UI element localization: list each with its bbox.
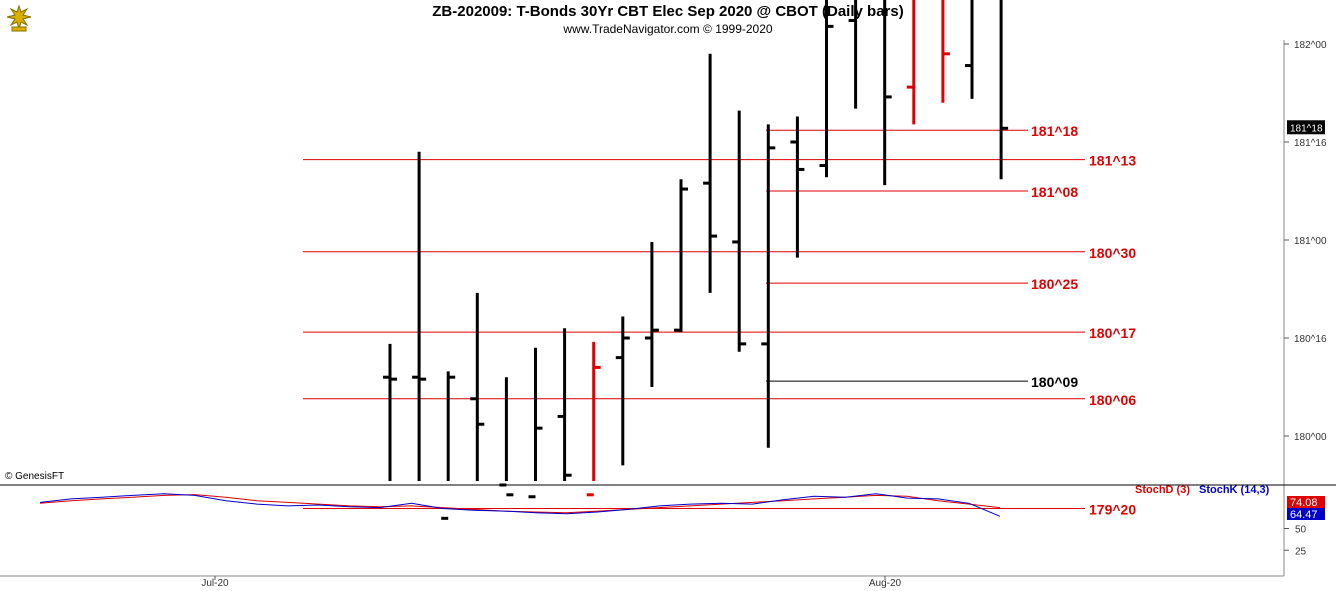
price-axis: 180^00180^16181^00181^16182^00182^16183^… [1284,40,1327,443]
price-tick-label: 180^16 [1294,334,1327,345]
level-label: 179^20 [1089,502,1136,518]
ohlc-bar [557,328,572,481]
price-levels: 183^31183^30183^21183^16183^16182^28181^… [303,123,1136,518]
stoch-line [39,493,1001,517]
stochk-value: 64.47 [1290,509,1318,521]
ohlc-bar [412,151,427,481]
ohlc-bar [499,377,514,497]
ohlc-bar [965,0,974,99]
legend-stochk: StochK (14,3) [1199,484,1270,496]
ohlc-bar [848,0,858,109]
chart-subtitle: www.TradeNavigator.com © 1999-2020 [563,22,773,36]
watermark: © GenesisFT [5,471,64,482]
stoch-tick-label: 50 [1295,525,1307,536]
ohlc-bar [615,316,630,466]
ohlc-bar [999,0,1009,180]
level-label: 180^30 [1089,245,1136,261]
date-axis: Jul-20 Aug-20 [201,576,902,589]
ohlc-bar [644,241,659,387]
price-tick-label: 181^16 [1294,138,1327,149]
chart-frame [0,40,1336,577]
level-label: 181^08 [1031,184,1078,200]
ohlc-bar [703,53,718,293]
level-label: 180^06 [1089,392,1136,408]
ohlc-bar [883,0,892,186]
ohlc-bars [383,0,1009,520]
ohlc-bar [528,347,543,499]
stoch-line [39,494,1001,514]
ohlc-bar [761,124,776,448]
chart-title: ZB-202009: T-Bonds 30Yr CBT Elec Sep 202… [432,3,904,20]
price-tick-label: 181^00 [1294,236,1327,247]
ohlc-bar [906,0,916,125]
stochd-value-box [1287,496,1325,508]
legend-stochd: StochD (3) [1135,484,1190,496]
ohlc-bar [732,110,747,352]
ohlc-bar [586,341,601,497]
last-price-label: 181^18 [1290,123,1323,134]
ohlc-bar [819,0,834,178]
ohlc-bar [383,343,397,481]
ohlc-bar [441,371,456,520]
date-tick-label: Jul-20 [201,578,229,589]
level-label: 180^09 [1031,374,1078,390]
price-tick-label: 182^00 [1294,40,1327,51]
stochd-value: 74.08 [1290,497,1318,509]
ohlc-bar [674,179,688,333]
level-label: 181^13 [1089,153,1136,169]
stochk-value-box [1287,508,1325,520]
last-price-box [1287,120,1325,135]
price-tick-label: 180^00 [1294,432,1327,443]
ohlc-bar [470,292,485,481]
stoch-tick-label: 25 [1295,546,1307,557]
genesis-logo-icon [6,4,32,32]
ohlc-bar [941,0,950,103]
level-label: 180^25 [1031,276,1078,292]
date-tick-label: Aug-20 [869,578,902,589]
level-label: 181^18 [1031,123,1078,139]
ohlc-bar [790,116,805,258]
level-label: 180^17 [1089,325,1136,341]
